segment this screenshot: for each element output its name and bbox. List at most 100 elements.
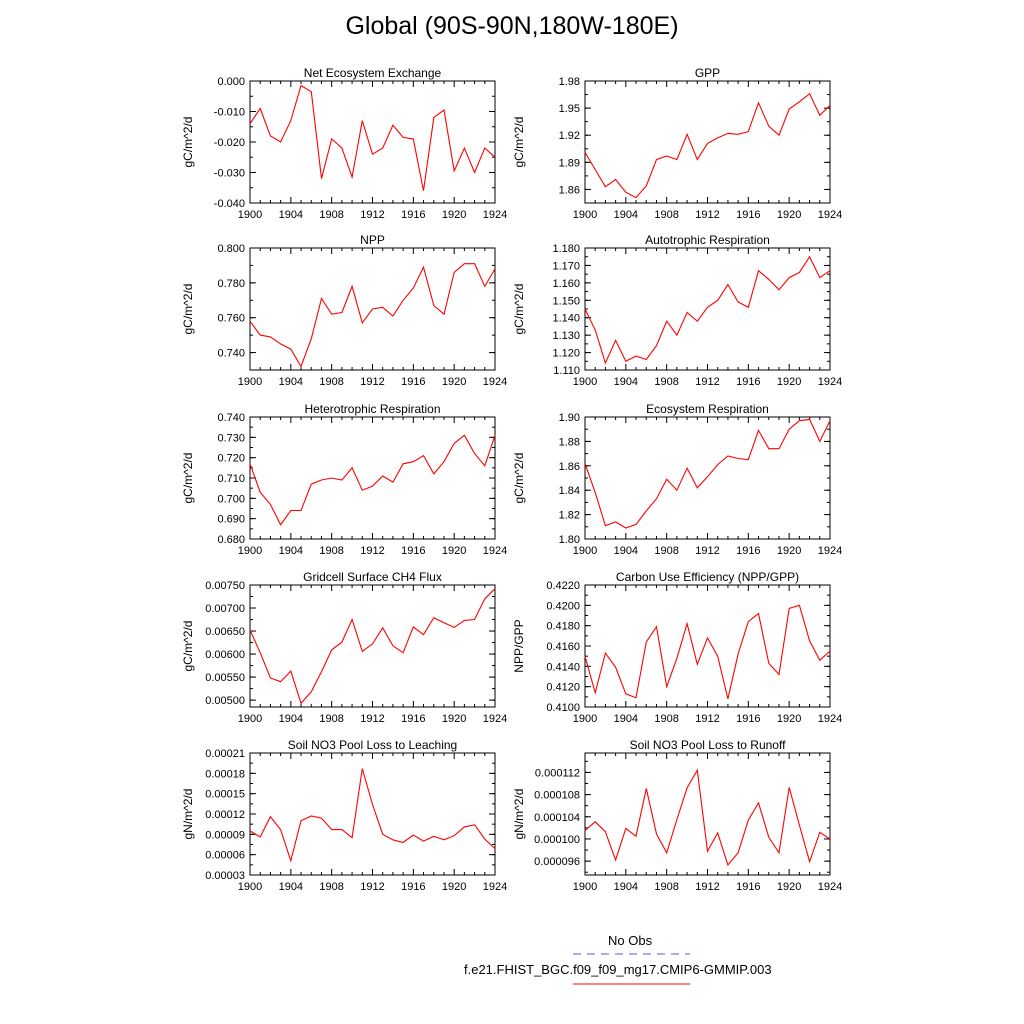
chart-1-xtick-label: 1908 xyxy=(319,209,343,221)
chart-4-ytick-label: 1.130 xyxy=(552,330,580,342)
chart-5-series-line xyxy=(249,434,496,526)
chart-1-frame xyxy=(249,80,496,204)
chart-5-xtick-label: 1916 xyxy=(401,545,425,557)
chart-8-frame xyxy=(584,584,831,708)
chart-3-xtick-label: 1908 xyxy=(319,376,343,388)
chart-4-xtick-label: 1900 xyxy=(573,376,597,388)
chart-9-xtick-label: 1916 xyxy=(401,881,425,893)
chart-3-xtick-label: 1916 xyxy=(401,376,425,388)
chart-4-xtick-label: 1924 xyxy=(818,376,842,388)
chart-7-xtick-label: 1912 xyxy=(360,713,384,725)
chart-3-ytick-label: 0.800 xyxy=(217,243,245,255)
chart-2-xtick-label: 1900 xyxy=(573,209,597,221)
chart-3-ytick-label: 0.780 xyxy=(217,278,245,290)
chart-2-frame xyxy=(584,80,831,204)
chart-1-xtick-label: 1904 xyxy=(279,209,303,221)
chart-4-ytick-label: 1.160 xyxy=(552,278,580,290)
chart-4-ytick-label: 1.120 xyxy=(552,348,580,360)
chart-8-ytick-label: 0.4200 xyxy=(546,600,580,612)
chart-6-xtick-label: 1908 xyxy=(654,545,678,557)
chart-3-xtick-label: 1924 xyxy=(483,376,507,388)
chart-8-ytick-label: 0.4100 xyxy=(546,702,580,714)
chart-5-ytick-label: 0.710 xyxy=(217,473,245,485)
chart-4-ytick-label: 1.150 xyxy=(552,295,580,307)
chart-9-ytick-label: 0.00018 xyxy=(205,768,245,780)
chart-2-xtick-label: 1908 xyxy=(654,209,678,221)
chart-10-xtick-label: 1904 xyxy=(614,881,638,893)
chart-1-xtick-label: 1920 xyxy=(442,209,466,221)
chart-10-ytick-label: 0.000112 xyxy=(535,767,580,779)
chart-7-title: Gridcell Surface CH4 Flux xyxy=(303,570,442,584)
chart-10-title: Soil NO3 Pool Loss to Runoff xyxy=(630,738,787,752)
chart-9-ytick-label: 0.00006 xyxy=(205,850,245,862)
chart-9-xtick-label: 1924 xyxy=(483,881,507,893)
chart-4-ytick-label: 1.110 xyxy=(553,365,580,377)
chart-4-ytick-label: 1.170 xyxy=(552,260,580,272)
chart-9-title: Soil NO3 Pool Loss to Leaching xyxy=(288,738,457,752)
chart-10-ytick-label: 0.000096 xyxy=(534,856,580,868)
chart-2-ylabel: gC/m^2/d xyxy=(512,117,526,168)
chart-8-xtick-label: 1916 xyxy=(736,713,760,725)
chart-3-xtick-label: 1912 xyxy=(360,376,384,388)
chart-4-series-line xyxy=(584,255,831,365)
chart-2-ytick-label: 1.89 xyxy=(559,157,580,169)
chart-9-ytick-label: 0.00009 xyxy=(205,829,245,841)
chart-1-xtick-label: 1916 xyxy=(401,209,425,221)
chart-2-ytick-label: 1.92 xyxy=(559,130,580,142)
chart-1-ytick-label: -0.010 xyxy=(214,107,245,119)
chart-9-xtick-label: 1912 xyxy=(360,881,384,893)
chart-8-xtick-label: 1904 xyxy=(614,713,638,725)
chart-6-ytick-label: 1.86 xyxy=(559,461,580,473)
chart-10-xtick-label: 1920 xyxy=(777,881,801,893)
chart-7-ytick-label: 0.00650 xyxy=(205,626,245,638)
chart-8-ytick-label: 0.4180 xyxy=(546,621,580,633)
chart-1-xtick-label: 1912 xyxy=(360,209,384,221)
chart-8-xtick-label: 1912 xyxy=(695,713,719,725)
chart-4-xtick-label: 1904 xyxy=(614,376,638,388)
chart-2-ytick-label: 1.95 xyxy=(559,103,580,115)
chart-2-xtick-label: 1904 xyxy=(614,209,638,221)
chart-1-ytick-label: -0.030 xyxy=(214,168,245,180)
chart-2-series-line xyxy=(584,92,831,199)
chart-9-ytick-label: 0.00015 xyxy=(205,789,245,801)
chart-6-title: Ecosystem Respiration xyxy=(646,402,769,416)
chart-1-title: Net Ecosystem Exchange xyxy=(304,66,442,80)
chart-10-ytick-label: 0.000108 xyxy=(534,790,580,802)
chart-4-xtick-label: 1920 xyxy=(777,376,801,388)
chart-3-title: NPP xyxy=(360,233,385,247)
chart-6-ytick-label: 1.82 xyxy=(559,510,580,522)
chart-10-series-line xyxy=(584,768,831,867)
chart-8-xtick-label: 1924 xyxy=(818,713,842,725)
chart-5-title: Heterotrophic Respiration xyxy=(304,402,440,416)
chart-6-ytick-label: 1.80 xyxy=(559,534,580,546)
chart-3-xtick-label: 1900 xyxy=(238,376,262,388)
chart-8-xtick-label: 1908 xyxy=(654,713,678,725)
chart-4-ytick-label: 1.180 xyxy=(552,243,580,255)
chart-7-series-line xyxy=(249,588,496,705)
chart-9-ytick-label: 0.00021 xyxy=(205,748,245,760)
chart-10-xtick-label: 1916 xyxy=(736,881,760,893)
chart-3-xtick-label: 1920 xyxy=(442,376,466,388)
chart-7-xtick-label: 1900 xyxy=(238,713,262,725)
chart-4-ytick-label: 1.140 xyxy=(552,313,580,325)
chart-5-ytick-label: 0.700 xyxy=(217,493,245,505)
page-title: Global (90S-90N,180W-180E) xyxy=(345,12,679,40)
chart-6-ytick-label: 1.84 xyxy=(559,485,580,497)
chart-5-frame xyxy=(249,416,496,540)
chart-8-ytick-label: 0.4160 xyxy=(546,641,580,653)
chart-2-xtick-label: 1920 xyxy=(777,209,801,221)
chart-1-ylabel: gC/m^2/d xyxy=(181,117,195,168)
chart-1-xtick-label: 1900 xyxy=(238,209,262,221)
chart-8-title: Carbon Use Efficiency (NPP/GPP) xyxy=(616,570,799,584)
chart-9-xtick-label: 1920 xyxy=(442,881,466,893)
chart-5-ytick-label: 0.740 xyxy=(217,412,245,424)
chart-6-xtick-label: 1916 xyxy=(736,545,760,557)
chart-5-ylabel: gC/m^2/d xyxy=(181,453,195,504)
chart-9-ylabel: gN/m^2/d xyxy=(181,789,195,840)
chart-2-xtick-label: 1916 xyxy=(736,209,760,221)
chart-8-xtick-label: 1900 xyxy=(573,713,597,725)
chart-7-xtick-label: 1916 xyxy=(401,713,425,725)
chart-9-xtick-label: 1900 xyxy=(238,881,262,893)
chart-7-ytick-label: 0.00500 xyxy=(205,695,245,707)
